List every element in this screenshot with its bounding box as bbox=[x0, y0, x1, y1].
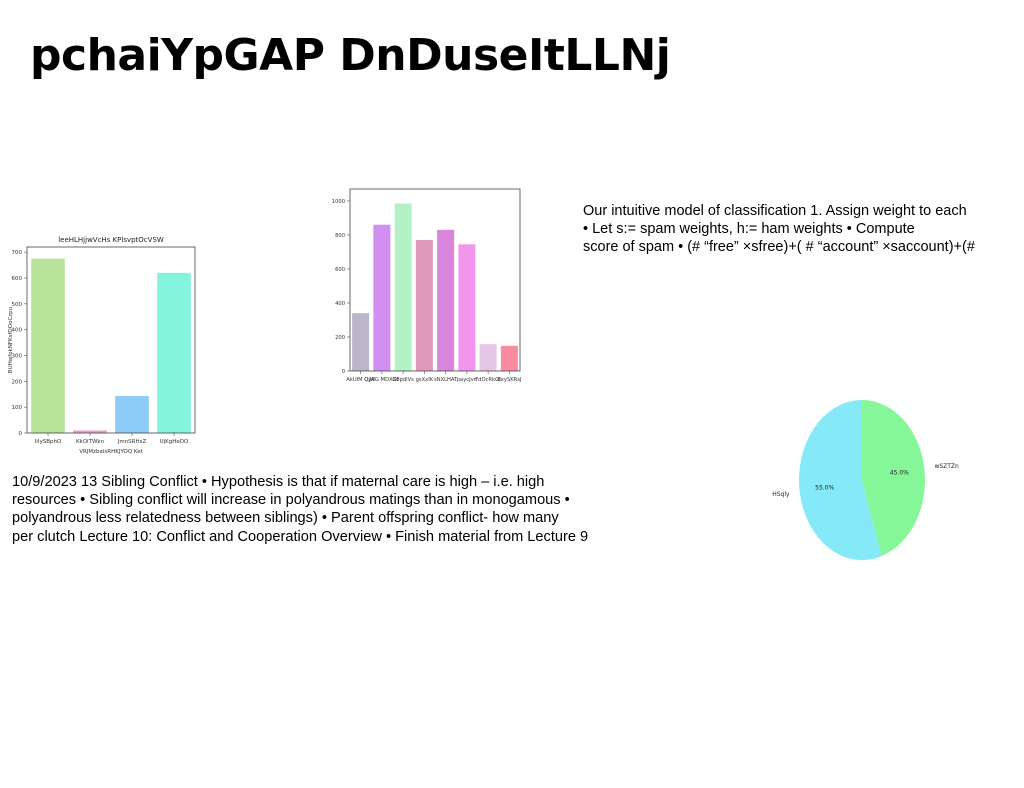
bar bbox=[373, 224, 391, 371]
pie-label: HSqly bbox=[772, 491, 790, 498]
y-tick-label: 300 bbox=[12, 354, 23, 360]
bar bbox=[479, 344, 497, 371]
bar-chart-1-svg: leeHLHjjwVcHs KPlsvptOcVSW 0 100 200 300 400 5… bbox=[8, 236, 196, 455]
y-tick-label: 500 bbox=[12, 302, 23, 308]
bar bbox=[500, 345, 518, 371]
bar bbox=[394, 203, 412, 371]
x-tick-label: IiIySBphO bbox=[35, 439, 62, 445]
pie-slice bbox=[799, 400, 882, 560]
bar bbox=[415, 240, 433, 371]
x-tick-label: JmnSRHsZ bbox=[117, 439, 147, 445]
x-tick-label: GepdlVs bbox=[392, 377, 414, 383]
bar bbox=[458, 244, 476, 371]
bar-chart-1: leeHLHjjwVcHs KPlsvptOcVSW 0 100 200 300 400 5… bbox=[0, 225, 205, 460]
x-tick-label: BxySKRsJ bbox=[497, 377, 522, 383]
bar bbox=[352, 313, 370, 371]
chart-title: leeHLHjjwVcHs KPlsvptOcVSW bbox=[58, 236, 164, 244]
y-tick-label: 600 bbox=[335, 267, 345, 273]
pie-pct-label: 45.0% bbox=[890, 469, 909, 476]
x-tick-label: AkUIM QyA bbox=[346, 377, 375, 383]
y-tick-label: 1000 bbox=[332, 199, 345, 205]
x-tick-label: gsXxIK bbox=[416, 377, 434, 383]
pie-pct-label: 55.0% bbox=[815, 485, 834, 492]
x-tick-label: UjKgHeDO bbox=[160, 439, 189, 445]
plot-frame bbox=[349, 188, 521, 372]
y-tick-label: 400 bbox=[12, 328, 23, 334]
pie-slice bbox=[862, 400, 925, 557]
bar bbox=[73, 430, 107, 433]
y-axis-label: BUHwfokNFKsfOOoCzpu bbox=[8, 307, 14, 373]
y-tick-label: 800 bbox=[335, 233, 345, 239]
pie-label: wSZTZn bbox=[934, 463, 959, 470]
pie-chart-svg: 45.0% wSZTZn 55.0% HSqly bbox=[772, 400, 959, 560]
x-tick-label: paycJvn bbox=[457, 377, 477, 383]
y-tick-label: 200 bbox=[335, 335, 345, 341]
x-tick-label: KkOiTWkn bbox=[76, 439, 105, 445]
bar bbox=[437, 229, 455, 371]
y-tick-label: 400 bbox=[335, 301, 345, 307]
spam-classification-text: Our intuitive model of classification 1.… bbox=[583, 203, 975, 255]
plot-frame bbox=[26, 246, 196, 434]
sibling-conflict-text: 10/9/2023 13 Sibling Conflict • Hypothes… bbox=[12, 474, 589, 545]
y-tick-label: 600 bbox=[12, 276, 23, 282]
slide-title: pchaiYpGAP DnDuseItLLNj bbox=[30, 30, 671, 81]
y-tick-label: 200 bbox=[12, 379, 23, 385]
bar-chart-2: 0 200 400 600 800 1000 AkUIM QyA QjWG MDXZE Gepd… bbox=[325, 180, 530, 390]
x-axis-label: VRJMzbalsRHKJYOQ Ket bbox=[79, 449, 143, 455]
bar bbox=[31, 258, 65, 433]
y-tick-label: 0 bbox=[342, 369, 345, 375]
y-tick-label: 0 bbox=[19, 431, 23, 437]
x-tick-label: FdOcRkGt bbox=[475, 377, 501, 383]
bar bbox=[157, 272, 191, 433]
bar bbox=[115, 396, 149, 433]
y-tick-label: 100 bbox=[12, 405, 23, 411]
pie-chart: 45.0% wSZTZn 55.0% HSqly bbox=[770, 395, 970, 570]
x-tick-label: QjWG MDXZE bbox=[364, 377, 399, 383]
x-tick-label: sNXLHAT bbox=[434, 377, 458, 383]
y-tick-label: 700 bbox=[12, 250, 23, 256]
